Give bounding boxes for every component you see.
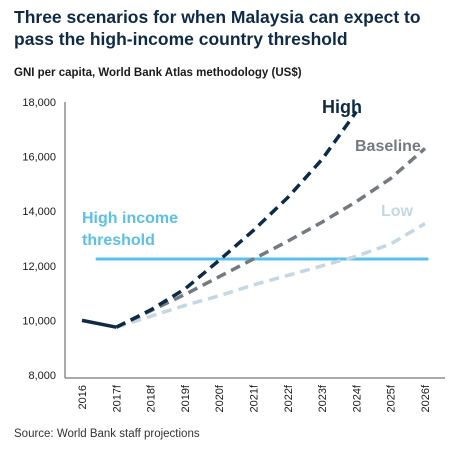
x-tick-label: 2022f [283, 384, 295, 412]
x-tick-label: 2020f [214, 384, 226, 412]
y-tick-label: 12,000 [22, 261, 56, 273]
series-line-baseline [115, 147, 427, 329]
y-tick-label: 10,000 [22, 315, 56, 327]
x-tick-label: 2024f [351, 384, 363, 412]
x-tick-label: 2023f [317, 384, 329, 412]
y-tick-label: 8,000 [28, 370, 56, 382]
y-tick-label: 18,000 [22, 97, 56, 109]
x-tick-label: 2019f [180, 384, 192, 412]
x-tick-label: 2018f [146, 384, 158, 412]
y-tick-label: 14,000 [22, 206, 56, 218]
label-high: High [322, 97, 362, 117]
x-tick-label: 2016 [77, 385, 89, 409]
x-tick-label: 2026f [420, 384, 432, 412]
source-note: Source: World Bank staff projections [14, 428, 200, 440]
series-line-historical [81, 318, 117, 329]
x-tick-label: 2021f [249, 384, 261, 412]
y-tick-label: 16,000 [22, 152, 56, 164]
series-line-high [115, 110, 358, 329]
chart-title: Three scenarios for when Malaysia can ex… [14, 7, 421, 49]
label-low: Low [381, 203, 414, 220]
label-baseline: Baseline [355, 138, 421, 155]
label-threshold-line2: threshold [82, 232, 155, 249]
chart-subtitle: GNI per capita, World Bank Atlas methodo… [14, 67, 302, 79]
series-line-low [115, 221, 426, 329]
x-tick-label: 2025f [386, 384, 398, 412]
label-threshold-line1: High income [82, 210, 178, 227]
x-tick-label: 2017f [111, 384, 123, 412]
